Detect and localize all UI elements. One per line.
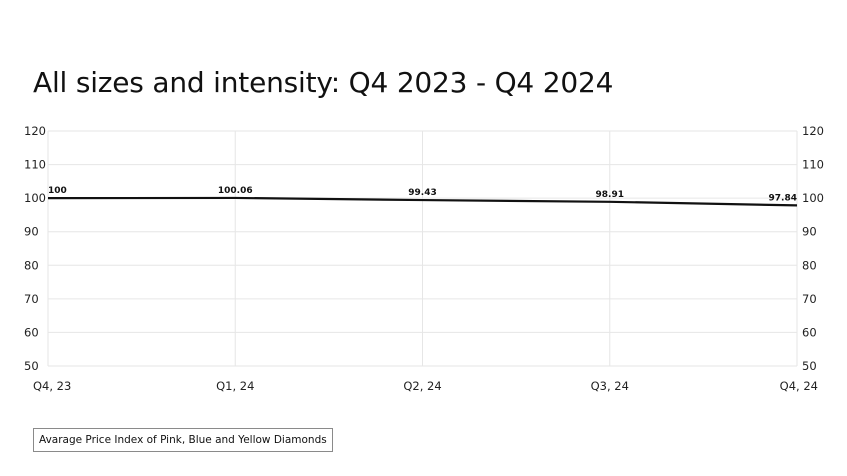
y-tick-left-50: 50 xyxy=(24,359,39,373)
x-tick-label-3: Q3, 24 xyxy=(591,379,629,393)
y-tick-left-110: 110 xyxy=(24,158,46,172)
y-tick-left-70: 70 xyxy=(24,292,39,306)
data-label-1: 100.06 xyxy=(218,186,253,196)
y-tick-right-50: 50 xyxy=(802,359,817,373)
y-tick-right-120: 120 xyxy=(802,124,824,138)
y-tick-right-70: 70 xyxy=(802,292,817,306)
y-tick-right-90: 90 xyxy=(802,225,817,239)
y-tick-left-60: 60 xyxy=(24,325,39,339)
chart-title: All sizes and intensity: Q4 2023 - Q4 20… xyxy=(33,66,614,99)
data-label-2: 99.43 xyxy=(408,188,436,198)
y-tick-left-100: 100 xyxy=(24,191,46,205)
legend-label: Avarage Price Index of Pink, Blue and Ye… xyxy=(39,434,327,446)
y-tick-right-100: 100 xyxy=(802,191,824,205)
x-tick-label-0: Q4, 23 xyxy=(33,379,71,393)
legend: Avarage Price Index of Pink, Blue and Ye… xyxy=(33,428,333,452)
x-tick-label-4: Q4, 24 xyxy=(780,379,818,393)
data-label-0: 100 xyxy=(48,186,67,196)
data-label-3: 98.91 xyxy=(596,190,624,200)
data-label-4: 97.84 xyxy=(769,193,797,203)
y-tick-right-60: 60 xyxy=(802,325,817,339)
x-tick-label-1: Q1, 24 xyxy=(216,379,254,393)
y-tick-right-80: 80 xyxy=(802,258,817,272)
x-tick-label-2: Q2, 24 xyxy=(403,379,441,393)
y-tick-left-90: 90 xyxy=(24,225,39,239)
y-tick-right-110: 110 xyxy=(802,158,824,172)
y-tick-left-80: 80 xyxy=(24,258,39,272)
y-tick-left-120: 120 xyxy=(24,124,46,138)
